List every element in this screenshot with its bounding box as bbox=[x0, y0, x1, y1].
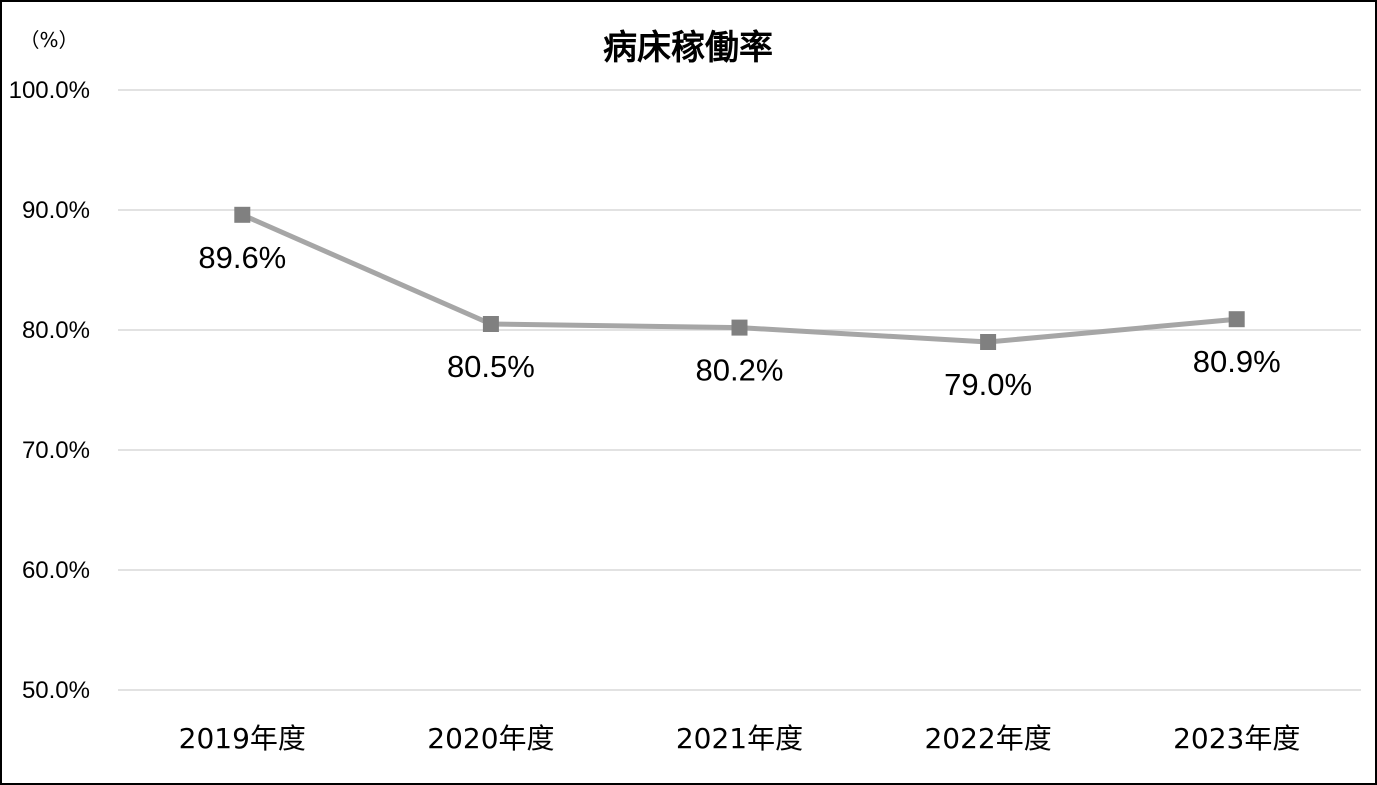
x-tick-label: 2022年度 bbox=[924, 722, 1051, 755]
data-point-marker bbox=[1228, 311, 1245, 328]
data-point-marker bbox=[234, 206, 251, 223]
x-tick-label: 2019年度 bbox=[179, 722, 306, 755]
data-label: 80.5% bbox=[447, 349, 535, 384]
data-labels: 89.6% 80.5% 80.2% 79.0% 80.9% bbox=[198, 240, 1280, 402]
gridlines bbox=[118, 89, 1361, 691]
data-point-marker bbox=[731, 319, 748, 336]
y-tick-label: 70.0% bbox=[22, 437, 90, 464]
data-point-marker bbox=[482, 316, 499, 332]
x-tick-label: 2021年度 bbox=[676, 722, 803, 755]
y-tick-label: 60.0% bbox=[22, 557, 90, 584]
y-tick-label: 50.0% bbox=[22, 677, 90, 704]
series-markers bbox=[234, 206, 1245, 350]
data-label: 79.0% bbox=[944, 367, 1032, 402]
y-tick-label: 90.0% bbox=[22, 197, 90, 224]
data-label: 89.6% bbox=[198, 240, 286, 275]
x-axis-ticks: 2019年度 2020年度 2021年度 2022年度 2023年度 bbox=[179, 722, 1301, 755]
y-axis-ticks: 100.0% 90.0% 80.0% 70.0% 60.0% 50.0% bbox=[9, 77, 90, 704]
data-point-marker bbox=[980, 334, 997, 350]
x-tick-label: 2023年度 bbox=[1173, 722, 1300, 755]
data-label: 80.2% bbox=[696, 353, 784, 388]
x-tick-label: 2020年度 bbox=[427, 722, 554, 755]
data-label: 80.9% bbox=[1193, 344, 1281, 379]
y-unit-label: （%） bbox=[19, 28, 78, 52]
y-tick-label: 80.0% bbox=[22, 317, 90, 344]
y-tick-label: 100.0% bbox=[9, 77, 90, 104]
chart-title: 病床稼働率 bbox=[603, 28, 773, 68]
